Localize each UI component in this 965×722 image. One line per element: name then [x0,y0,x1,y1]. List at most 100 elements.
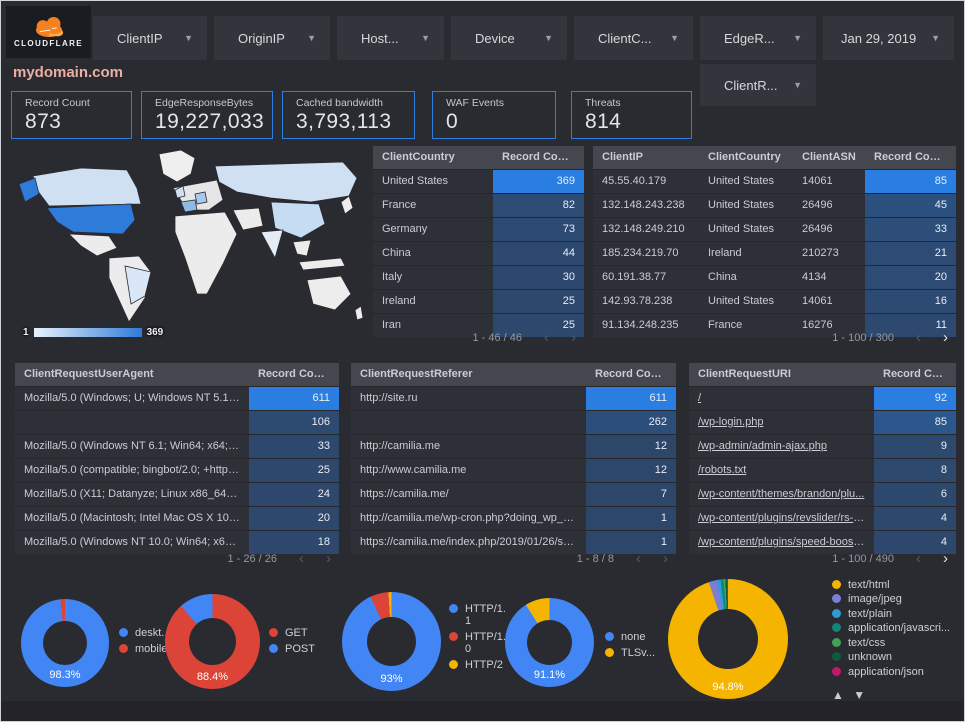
filter-edgeresponse[interactable]: EdgeR... ▼ [700,16,816,60]
table-row[interactable]: 45.55.40.179 United States 14061 85 [593,169,956,193]
table-row[interactable]: http://camilia.me 12 [351,434,676,458]
table-row[interactable]: 142.93.78.238 United States 14061 16 [593,289,956,313]
tls-version-donut-chart[interactable]: 91.1% none TLSv... [1,1,655,687]
legend-label: text/css [848,636,886,649]
filter-clientcountry[interactable]: ClientC... ▼ [574,16,693,60]
table-row[interactable]: Iran 25 [373,313,584,337]
table-row[interactable]: https://camilia.me/7 [351,482,676,506]
donut-ring[interactable]: 93% [342,592,441,691]
legend-item[interactable]: text/css [832,637,950,649]
table-row[interactable]: 91.134.248.235 France 16276 11 [593,313,956,337]
table-row[interactable]: /wp-content/plugins/revslider/rs-p... 4 [689,506,956,530]
table-row[interactable]: Mozilla/5.0 (compatible; bingbot/2.0; +h… [15,458,339,482]
table-row[interactable]: 132.148.243.238 United States 26496 45 [593,193,956,217]
table-row[interactable]: /92 [689,386,956,410]
legend-item[interactable]: image/jpeg [832,593,950,605]
prev-page-icon[interactable]: ‹ [636,550,641,567]
world-map[interactable]: 1 369 [11,146,371,346]
table-row[interactable]: 106 [15,410,339,434]
column-header[interactable]: ClientASN [802,151,856,163]
legend-item[interactable]: GET [269,627,315,639]
legend-item[interactable]: none [605,631,655,643]
table-row[interactable]: https://camilia.me/index.php/2019/01/26/… [351,530,676,554]
prev-page-icon[interactable]: ‹ [299,550,304,567]
next-page-icon[interactable]: › [943,329,948,346]
legend-item[interactable]: deskt... [119,627,170,639]
record-count-cell: 12 [586,435,676,458]
date-range-picker[interactable]: Jan 29, 2019 ▼ [823,16,954,60]
table-row[interactable]: http://camilia.me/wp-cron.php?doing_wp_c… [351,506,676,530]
next-page-icon[interactable]: › [326,550,331,567]
table-row[interactable]: Italy 30 [373,265,584,289]
table-row[interactable]: Mozilla/5.0 (Macintosh; Intel Mac OS X 1… [15,506,339,530]
device-type-donut-chart[interactable]: 98.3% deskt... mobile [1,1,170,687]
table-row[interactable]: /wp-login.php 85 [689,410,956,434]
legend-item[interactable]: TLSv... [605,647,655,659]
next-page-icon[interactable]: › [571,329,576,346]
legend-item[interactable]: HTTP/1.0 [449,631,511,655]
table-row[interactable]: United States 369 [373,169,584,193]
legend-label: image/jpeg [848,593,902,605]
next-page-icon[interactable]: › [943,550,948,567]
legend-item[interactable]: application/javascri... [832,622,950,634]
donut-ring[interactable]: 98.3% [21,599,109,687]
legend-item[interactable]: text/html [832,579,950,591]
donut-legend: text/html image/jpeg text/plain application… [832,576,950,702]
table-row[interactable]: /wp-content/themes/brandon/plu... 6 [689,482,956,506]
table-row[interactable]: Ireland 25 [373,289,584,313]
table-row[interactable]: /wp-admin/admin-ajax.php 9 [689,434,956,458]
sort-icon[interactable]: – [952,152,956,162]
http-method-donut-chart[interactable]: 88.4% GET POST [1,1,315,689]
prev-page-icon[interactable]: ‹ [544,329,549,346]
record-count-cell: 30 [493,266,584,289]
filter-clientip[interactable]: ClientIP ▼ [93,16,207,60]
donut-ring[interactable]: 94.8% [668,579,788,699]
table-row[interactable]: Mozilla/5.0 (Windows; U; Windows NT 5.1;… [15,386,339,410]
column-header[interactable]: Record Count– [883,368,956,380]
legend-item[interactable]: POST [269,643,315,655]
legend-item[interactable]: text/plain [832,608,950,620]
table-row[interactable]: Germany 73 [373,217,584,241]
table-row[interactable]: /robots.txt 8 [689,458,956,482]
record-count-cell: 11 [865,314,956,337]
legend-item[interactable]: unknown [832,651,950,663]
legend-item[interactable]: HTTP/1.1 [449,603,511,627]
filter-label: ClientIP [117,30,163,46]
donut-ring[interactable]: 88.4% [165,594,260,689]
prev-page-icon[interactable]: ‹ [916,550,921,567]
table-row[interactable]: 262 [351,410,676,434]
filter-clientrequest[interactable]: ClientR... ▼ [700,64,816,106]
donut-percent-label: 91.1% [533,669,566,681]
table-row[interactable]: 132.148.249.210 United States 26496 33 [593,217,956,241]
record-count-cell: 73 [493,218,584,241]
chevron-down-icon: ▼ [793,80,802,90]
table-row[interactable]: Mozilla/5.0 (X11; Datanyze; Linux x86_64… [15,482,339,506]
next-page-icon[interactable]: › [663,550,668,567]
table-row[interactable]: http://site.ru 611 [351,386,676,410]
filter-host[interactable]: Host... ▼ [337,16,444,60]
legend-item[interactable]: mobile [119,643,170,655]
content-type-donut-chart[interactable]: 94.8% text/html image/jpeg text/plain appli… [1,1,950,702]
column-header[interactable]: Record Count– [865,146,956,169]
table-row[interactable]: Mozilla/5.0 (Windows NT 6.1; Win64; x64;… [15,434,339,458]
donut-ring[interactable]: 91.1% [505,598,594,687]
filter-originip[interactable]: OriginIP ▼ [214,16,330,60]
table-row[interactable]: Mozilla/5.0 (Windows NT 10.0; Win64; x64… [15,530,339,554]
scorecard-edge-response-bytes: EdgeResponseBytes 19,227,033 [141,91,273,139]
prev-page-icon[interactable]: ‹ [916,329,921,346]
table-row[interactable]: 60.191.38.77 China 4134 20 [593,265,956,289]
legend-item[interactable]: application/json [832,666,950,678]
table-row[interactable]: /wp-content/plugins/speed-booste... 4 [689,530,956,554]
table-row[interactable]: http://www.camilia.me 12 [351,458,676,482]
legend-sort-arrows[interactable]: ▲ ▼ [832,687,869,702]
table-row[interactable]: 185.234.219.70 Ireland 210273 21 [593,241,956,265]
table-row[interactable]: France 82 [373,193,584,217]
filter-device[interactable]: Device ▼ [451,16,567,60]
record-count-cell: 85 [874,411,956,434]
table-row[interactable]: China 44 [373,241,584,265]
http-version-donut-chart[interactable]: 93% HTTP/1.1 HTTP/1.0 HTTP/2 [1,1,506,691]
record-count-cell: 1 [586,531,676,554]
client-ip-table: ClientIP ClientCountry ClientASN Record Cou… [593,146,956,346]
legend-item[interactable]: HTTP/2 [449,659,511,671]
